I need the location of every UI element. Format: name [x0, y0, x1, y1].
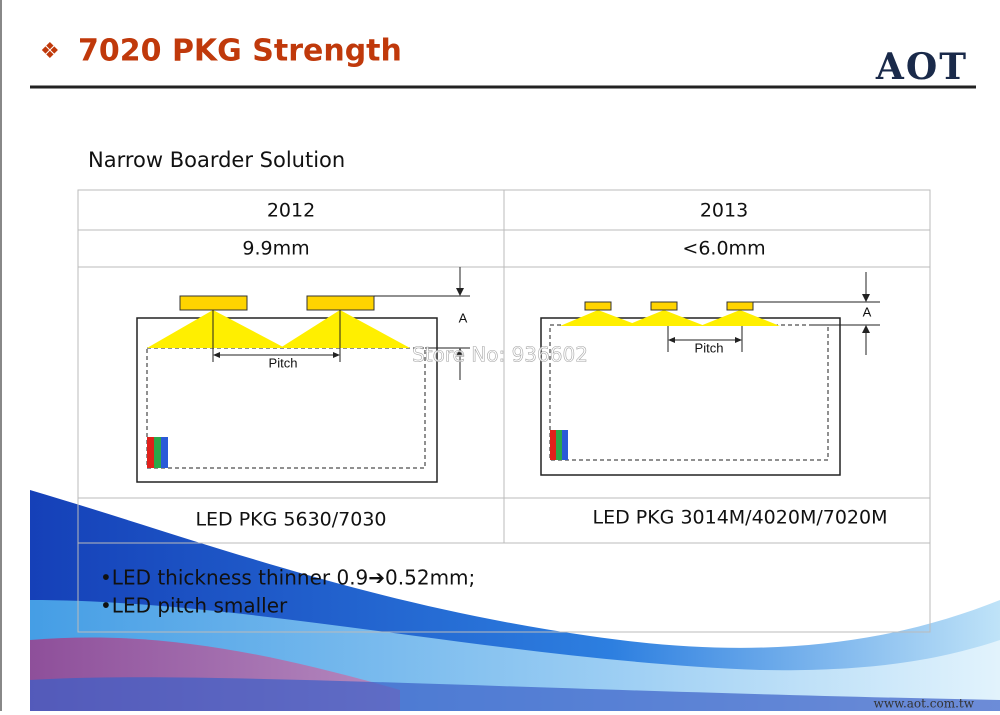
- table-grid: [77, 189, 931, 633]
- column-header: 2013: [700, 200, 748, 222]
- package-label: LED PKG 5630/7030: [195, 509, 386, 531]
- border-width: <6.0mm: [682, 238, 765, 260]
- gap-label: A: [459, 310, 468, 325]
- border-width: 9.9mm: [242, 238, 309, 260]
- diagram-2013: [540, 272, 880, 476]
- note: •LED pitch smaller: [100, 594, 288, 618]
- pitch-label: Pitch: [269, 355, 298, 370]
- gap-label: A: [863, 304, 872, 319]
- watermark: Store No: 936602: [412, 343, 588, 367]
- note: •LED thickness thinner 0.9➔0.52mm;: [100, 566, 475, 590]
- package-label: LED PKG 3014M/4020M/7020M: [593, 507, 888, 529]
- pitch-label: Pitch: [695, 340, 724, 355]
- logo: AOT: [875, 46, 968, 88]
- title: 7020 PKG Strength: [78, 34, 402, 69]
- footer: www.aot.com.tw: [874, 697, 975, 711]
- swoosh: [30, 677, 1000, 711]
- title-bullet: ❖: [40, 39, 60, 64]
- diagram-2012: [136, 267, 470, 483]
- subtitle: Narrow Boarder Solution: [88, 148, 345, 172]
- column-header: 2012: [267, 200, 315, 222]
